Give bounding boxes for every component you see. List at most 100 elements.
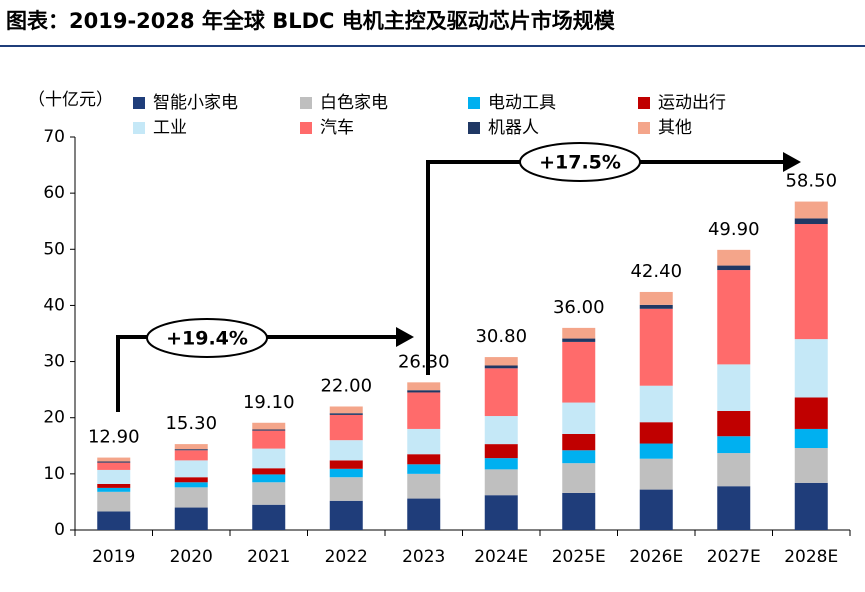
bar-segment [97,491,131,512]
legend-label: 汽车 [320,118,354,138]
bar-segment [252,482,286,505]
y-tick-label: 10 [43,464,65,484]
bar-segment [329,413,363,415]
bar-segment [639,458,673,490]
bar-segment [562,492,596,530]
bar-segment [252,429,286,431]
arrow-head [783,152,801,172]
x-tick-label: 2026E [629,547,683,567]
bar-segment [407,464,441,474]
x-tick-label: 2019 [92,547,135,567]
bar-segment [329,460,363,469]
bar-segment [174,477,208,483]
legend-swatch [300,122,312,134]
bar-segment [717,486,751,530]
x-tick-label: 2024E [474,547,528,567]
bar-segment [639,422,673,444]
legend-label: 智能小家电 [153,93,238,113]
y-tick-label: 0 [54,520,65,540]
bar-segment [174,482,208,488]
bar-segment [639,443,673,459]
bar-segment [794,201,828,219]
bar-segment [174,450,208,461]
total-label: 49.90 [708,219,760,240]
annotation-text: +17.5% [539,152,621,174]
bar-segment [97,457,131,462]
bar-segment [407,454,441,465]
annotation-bubble [146,318,268,358]
bar-segment [794,339,828,398]
legend-swatch [638,122,650,134]
legend-label: 机器人 [488,118,539,138]
bar-segment [484,444,518,459]
bar-segment [639,385,673,423]
unit-label: （十亿元） [28,90,113,110]
total-label: 26.30 [398,351,450,372]
bar-segment [174,507,208,530]
bar-segment [329,414,363,441]
legend-label: 电动工具 [488,93,556,113]
bar-segment [484,357,518,366]
bar-segment [717,265,751,271]
bar-segment [562,402,596,434]
legend-swatch [468,122,480,134]
bar-segment [639,489,673,530]
bar-segment [484,469,518,496]
bar-segment [97,462,131,470]
bar-segment [484,368,518,417]
total-label: 22.00 [320,375,372,396]
bar-segment [717,270,751,365]
bar-segment [407,382,441,391]
x-tick-label: 2025E [552,547,606,567]
bar-segment [562,463,596,493]
bar-segment [252,504,286,530]
bar-segment [329,477,363,501]
bar-segment [174,444,208,450]
bar-segment [639,304,673,309]
bar-segment [639,308,673,386]
bar-segment [407,392,441,429]
legend-swatch [638,97,650,109]
bar-segment [174,460,208,478]
bar-segment [484,458,518,470]
y-tick-label: 40 [43,295,65,315]
chart-title: 图表：2019-2028 年全球 BLDC 电机主控及驱动芯片市场规模 [6,9,616,33]
bar-segment [794,448,828,483]
total-label: 36.00 [553,297,605,318]
y-tick-label: 30 [43,352,65,372]
bar-segment [562,450,596,464]
bar-segment [252,430,286,449]
bar-segment [97,487,131,492]
bar-segment [794,397,828,429]
bar-segment [794,224,828,340]
bar-segment [717,249,751,266]
total-label: 19.10 [243,392,295,413]
total-label: 30.80 [475,326,527,347]
x-tick-label: 2020 [170,547,213,567]
bar-segment [252,468,286,475]
bar-segment [329,440,363,461]
bar-segment [97,461,131,463]
y-tick-label: 70 [43,127,65,147]
growth-arrow [426,160,785,375]
total-label: 15.30 [165,413,217,434]
bar-segment [252,474,286,483]
y-tick-label: 50 [43,239,65,259]
x-tick-label: 2022 [325,547,368,567]
bar-segment [717,410,751,437]
bar-segment [329,500,363,530]
bar-segment [252,422,286,430]
bar-segment [484,495,518,530]
bar-segment [794,482,828,530]
bar-segment [562,338,596,342]
bar-segment [329,468,363,478]
legend-label: 运动出行 [658,93,726,113]
bar-segment [717,364,751,411]
bar-segment [407,428,441,455]
bar-segment [562,433,596,451]
bar-segment [174,449,208,451]
x-tick-label: 2027E [707,547,761,567]
bar-segment [252,448,286,469]
bar-segment [717,436,751,454]
